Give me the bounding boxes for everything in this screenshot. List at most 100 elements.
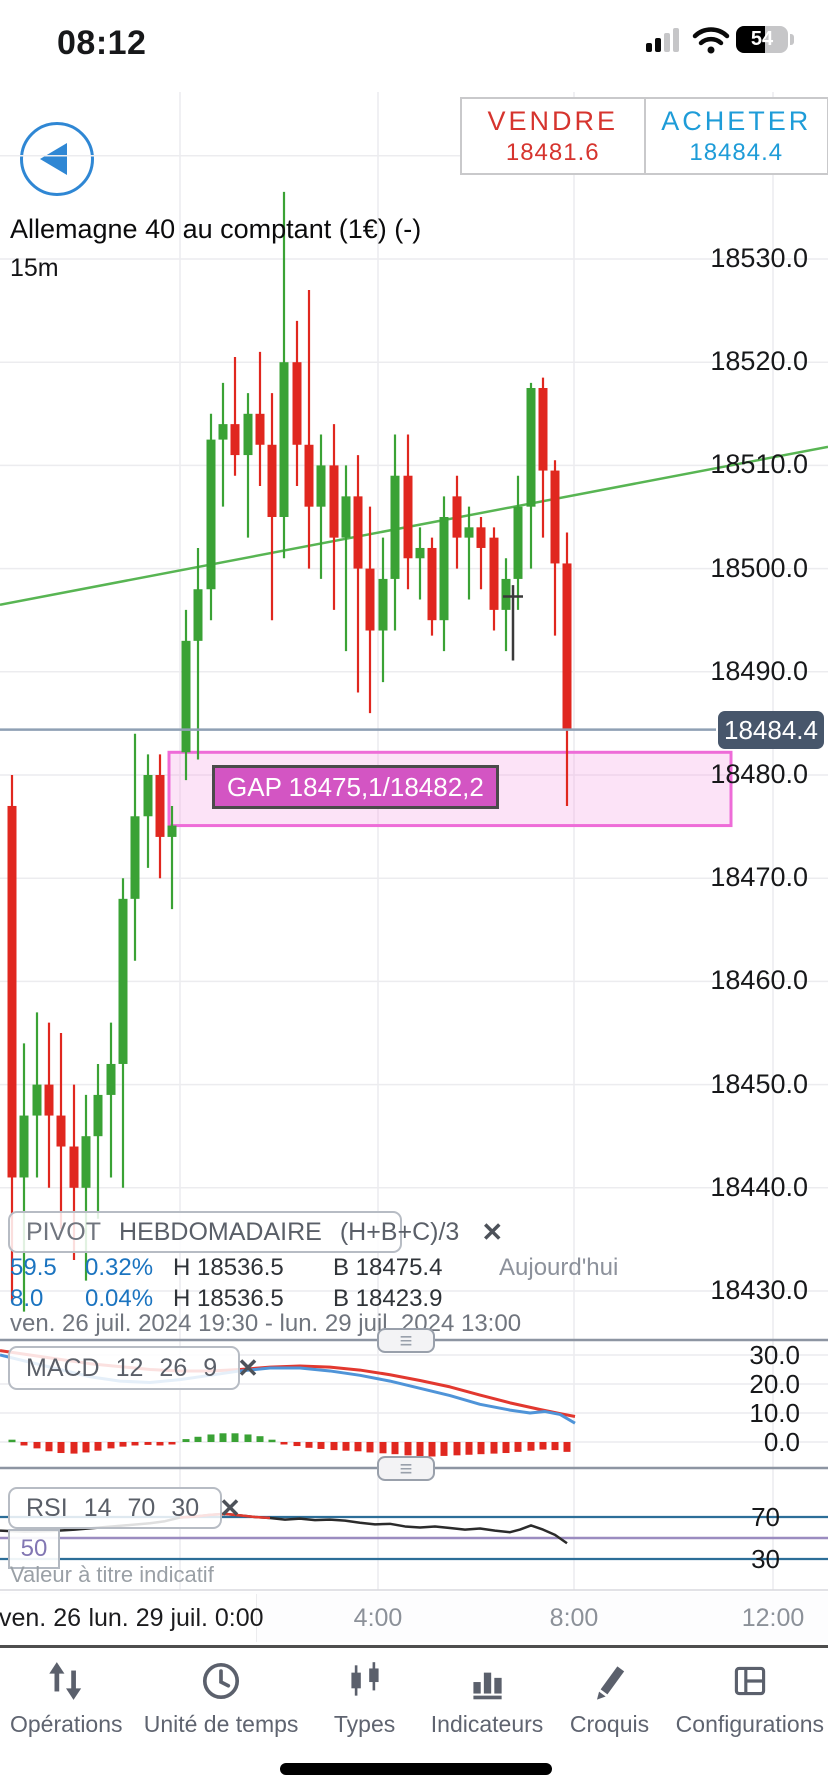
macd-histogram-bar xyxy=(144,1442,152,1445)
back-button[interactable] xyxy=(20,122,94,196)
pivot-values: 59.5 0.32% H 18536.5 B 18475.4 Aujourd'hui 8.… xyxy=(10,1252,618,1314)
buy-button[interactable]: ACHETER 18484.4 xyxy=(643,99,828,173)
toolbar-item-types[interactable]: Types xyxy=(320,1658,410,1792)
candle-body xyxy=(32,1084,42,1116)
time-axis-session-box xyxy=(0,1594,257,1642)
macd-close-icon[interactable]: ✕ xyxy=(237,1352,259,1383)
price-axis-label: 18500.0 xyxy=(710,552,808,583)
price-axis-label: 18520.0 xyxy=(710,346,808,377)
toolbar-item-op-rations[interactable]: Opérations xyxy=(10,1658,123,1792)
macd-histogram-bar xyxy=(404,1442,412,1456)
candle-body xyxy=(464,527,474,538)
candle-body xyxy=(167,825,177,837)
macd-histogram-bar xyxy=(70,1442,78,1454)
clock-icon xyxy=(198,1658,244,1709)
candle-body xyxy=(562,563,572,730)
candle-body xyxy=(452,496,462,538)
candle-body xyxy=(243,413,253,456)
toolbar-item-configurations[interactable]: Configurations xyxy=(676,1658,824,1792)
macd-histogram-bar xyxy=(305,1442,313,1448)
pivot-formula: (H+B+C)/3 xyxy=(339,1217,460,1246)
macd-histogram-bar xyxy=(342,1442,350,1451)
macd-histogram-bar xyxy=(539,1442,547,1450)
macd-axis-label: 10.0 xyxy=(749,1398,800,1428)
price-axis-label: 18430.0 xyxy=(710,1275,808,1305)
macd-histogram-bar xyxy=(219,1433,227,1442)
macd-histogram-bar xyxy=(207,1434,215,1442)
candle-body xyxy=(316,465,326,507)
macd-histogram-bar xyxy=(182,1439,190,1442)
macd-histogram-bar xyxy=(514,1442,522,1452)
macd-histogram-bar xyxy=(256,1436,264,1442)
macd-histogram-bar xyxy=(293,1442,301,1447)
rsi-name: RSI xyxy=(26,1493,68,1522)
candle-body xyxy=(279,362,289,517)
macd-histogram-bar xyxy=(20,1442,28,1446)
pivot-close-icon[interactable]: ✕ xyxy=(481,1216,504,1247)
candle-body xyxy=(81,1136,91,1188)
macd-histogram-bar xyxy=(465,1442,473,1455)
macd-histogram-bar xyxy=(45,1442,53,1452)
candle-body xyxy=(7,805,17,1178)
pencil-icon xyxy=(586,1658,632,1709)
pivot-indicator-header[interactable]: PIVOT HEBDOMADAIRE (H+B+C)/3 ✕ xyxy=(8,1211,503,1253)
candle-body xyxy=(218,424,228,440)
macd-histogram-bar xyxy=(330,1442,338,1451)
cellular-signal-icon xyxy=(646,28,679,52)
macd-histogram-bar xyxy=(416,1442,424,1457)
macd-histogram-bar xyxy=(354,1442,362,1452)
candle-body xyxy=(130,816,140,899)
rsi-close-icon[interactable]: ✕ xyxy=(219,1492,241,1523)
gap-annotation-label[interactable]: GAP 18475,1/18482,2 xyxy=(212,765,499,809)
macd-histogram-bar xyxy=(119,1442,127,1447)
price-axis-label: 18510.0 xyxy=(710,449,808,480)
macd-param-fast: 12 xyxy=(115,1353,144,1382)
rsi-axis-label: 30 xyxy=(751,1544,780,1574)
pivot-low: B 18475.4 xyxy=(333,1253,443,1281)
candle-body xyxy=(292,362,302,445)
candle-body xyxy=(19,1115,29,1178)
battery-percent: 54 xyxy=(750,28,774,50)
toolbar-item-label: Unité de temps xyxy=(143,1711,299,1737)
candle-body xyxy=(44,1084,54,1116)
toolbar-item-croquis[interactable]: Croquis xyxy=(564,1658,654,1792)
candle-body xyxy=(56,1115,66,1147)
status-time: 08:12 xyxy=(57,24,147,62)
toolbar-item-unit-de-temps[interactable]: Unité de temps xyxy=(143,1658,299,1792)
home-indicator[interactable] xyxy=(280,1763,552,1775)
macd-histogram-bar xyxy=(231,1433,239,1442)
macd-indicator-header[interactable]: MACD 12 26 9 ✕ xyxy=(8,1346,259,1390)
candle-body xyxy=(353,496,363,569)
macd-pane-resize-handle[interactable]: ≡ xyxy=(377,1328,435,1353)
candle-body xyxy=(550,470,560,564)
candle-body xyxy=(341,496,351,538)
time-axis-label: ven. 26 xyxy=(0,1604,82,1632)
toolbar-item-indicateurs[interactable]: Indicateurs xyxy=(431,1658,543,1792)
rsi-pane-resize-handle[interactable]: ≡ xyxy=(377,1456,435,1481)
candle-body xyxy=(181,640,191,753)
pivot-row: 8.0 0.04% H 18536.5 B 18423.9 xyxy=(10,1283,618,1314)
sell-button[interactable]: VENDRE 18481.6 xyxy=(462,99,644,173)
macd-histogram-bar xyxy=(490,1442,498,1454)
macd-histogram-bar xyxy=(94,1442,102,1451)
candle-body xyxy=(206,439,216,590)
pivot-note: Aujourd'hui xyxy=(499,1253,619,1281)
back-arrow-icon xyxy=(40,143,67,175)
pivot-low: B 18423.9 xyxy=(333,1284,443,1312)
macd-axis-label: 0.0 xyxy=(763,1427,800,1457)
trendline xyxy=(0,445,828,606)
timeframe-label[interactable]: 15m xyxy=(10,254,59,282)
macd-histogram-bar xyxy=(82,1442,90,1453)
pivot-name: PIVOT xyxy=(26,1217,102,1246)
candle-body xyxy=(415,547,425,559)
toolbar-item-label: Types xyxy=(333,1711,396,1737)
pivot-distance: 8.0 xyxy=(10,1284,44,1312)
pivot-percent: 0.32% xyxy=(85,1253,154,1281)
macd-histogram-bar xyxy=(156,1442,164,1446)
macd-histogram-bar xyxy=(453,1442,461,1456)
candle-body xyxy=(538,388,548,471)
battery-icon: 54 xyxy=(736,26,788,53)
battery-nub xyxy=(790,34,794,45)
rsi-indicator-header[interactable]: RSI 14 70 30 ✕ xyxy=(8,1487,241,1529)
pivot-distance: 59.5 xyxy=(10,1253,57,1281)
